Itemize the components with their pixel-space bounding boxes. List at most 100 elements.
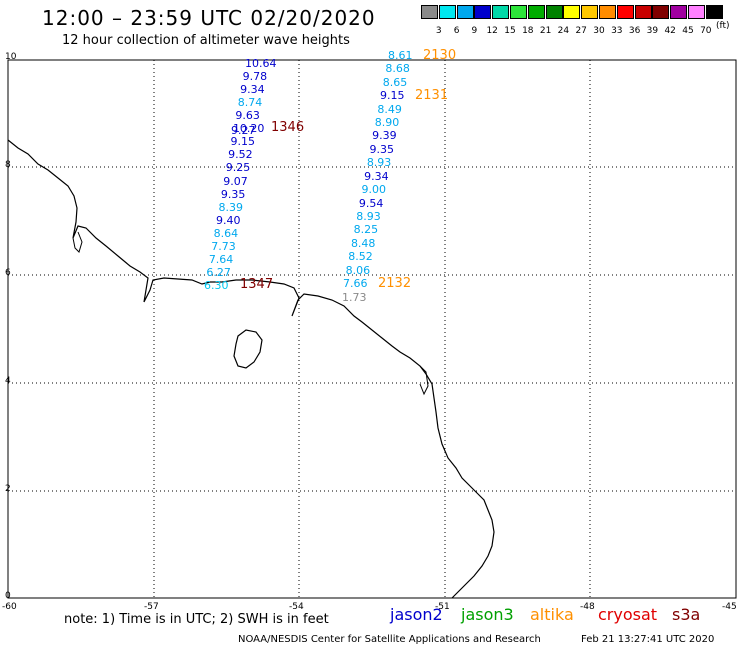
wave-height-value: 8.39	[218, 200, 243, 214]
legend-swatch	[510, 5, 527, 19]
legend-label: 18	[522, 26, 534, 36]
wave-height-value: 9.34	[364, 169, 389, 183]
legend-swatch	[563, 5, 581, 19]
footer-note: note: 1) Time is in UTC; 2) SWH is in fe…	[64, 612, 329, 627]
wave-height-value: 8.49	[377, 102, 402, 116]
legend-label: 70	[700, 26, 712, 36]
legend-label: 3	[435, 26, 442, 36]
grid-lines	[8, 60, 736, 598]
legend-swatch	[599, 5, 616, 19]
track-west-overlap-value: 9.27	[231, 124, 256, 137]
legend-label: 39	[646, 26, 659, 36]
legend-swatch	[456, 5, 474, 19]
legend-label: 21	[539, 26, 552, 36]
legend-label: 24	[557, 26, 570, 36]
mission-jason3: jason3	[461, 605, 514, 624]
wave-height-value: 7.64	[208, 252, 234, 266]
legend-label: 12	[486, 26, 498, 36]
wave-height-value: 6.30	[204, 279, 229, 292]
y-tick-2: 2	[5, 484, 11, 494]
y-tick-0: 0	[5, 591, 11, 601]
legend-swatch	[438, 5, 456, 19]
legend-label: 42	[664, 26, 676, 36]
wave-height-value: 9.39	[372, 129, 397, 143]
wave-height-value: 8.61	[388, 49, 413, 62]
wave-height-value: 8.64	[213, 226, 239, 240]
wave-height-value: 9.78	[242, 70, 268, 84]
x-tick-60: -60	[2, 602, 17, 612]
wave-height-value: 8.65	[382, 75, 408, 89]
x-tick-45: -45	[722, 602, 737, 612]
legend-swatch	[670, 5, 688, 19]
wave-height-value: 9.15	[380, 89, 405, 103]
wave-height-value: 8.06	[345, 263, 371, 277]
wave-height-value: 9.00	[361, 183, 387, 197]
legend-swatch	[474, 5, 492, 19]
wave-height-value: 9.15	[230, 135, 256, 149]
river-inlet	[72, 231, 83, 253]
legend-label: 45	[682, 26, 694, 36]
time-label-2130: 2130	[423, 48, 457, 63]
track-east-extra-value: 1.73	[342, 291, 367, 304]
legend-swatch	[688, 5, 705, 19]
legend-swatch	[616, 5, 634, 19]
wave-height-value: 7.66	[343, 277, 368, 290]
legend-swatch	[705, 5, 723, 19]
time-label-1346: 1346	[271, 120, 305, 135]
wave-height-value: 9.34	[240, 83, 265, 97]
legend-label: 33	[611, 26, 623, 36]
wave-height-value: 10.20	[232, 122, 265, 136]
legend-swatch	[421, 5, 438, 19]
mission-altika: altika	[530, 605, 574, 624]
wave-height-value: 9.35	[369, 142, 394, 156]
wave-height-value: 7.73	[211, 239, 236, 253]
wave-height-value: 8.68	[385, 62, 410, 76]
legend-label: 36	[628, 26, 641, 36]
legend-label: 30	[593, 26, 605, 36]
island	[233, 329, 263, 369]
wave-height-value: 6.27	[206, 265, 231, 279]
y-tick-8: 8	[5, 160, 11, 170]
legend-swatch	[581, 5, 599, 19]
legend-swatch	[634, 5, 652, 19]
legend-swatch	[527, 5, 545, 19]
wave-height-value: 8.93	[356, 209, 381, 223]
time-label-2131: 2131	[415, 88, 449, 103]
mission-s3a: s3a	[672, 605, 701, 624]
legend-label: 15	[504, 26, 516, 36]
time-label-1347: 1347	[240, 277, 274, 292]
x-tick-54: -54	[289, 602, 304, 612]
legend-label: 27	[575, 26, 587, 36]
y-tick-4: 4	[5, 376, 11, 386]
wave-height-value: 8.93	[366, 156, 392, 170]
legend-label: 9	[471, 26, 478, 36]
map-title: 12:00 – 23:59 UTC 02/20/2020	[42, 6, 376, 30]
wave-height-value: 9.25	[225, 161, 251, 175]
mission-cryosat: cryosat	[598, 605, 658, 624]
wave-height-value: 9.35	[220, 187, 246, 201]
wave-height-value: 8.90	[374, 116, 400, 130]
time-label-2132: 2132	[378, 276, 412, 291]
wave-height-value: 8.25	[353, 223, 379, 237]
x-tick-57: -57	[144, 602, 159, 612]
mission-jason2: jason2	[390, 605, 443, 624]
wave-height-value: 8.74	[237, 96, 263, 110]
wave-height-value: 9.54	[358, 196, 384, 210]
map-frame	[7, 59, 737, 599]
x-tick-51: -51	[435, 602, 450, 612]
y-tick-6: 6	[5, 268, 11, 278]
map-subtitle: 12 hour collection of altimeter wave hei…	[62, 33, 350, 48]
wave-height-value: 8.48	[350, 236, 376, 250]
footer-credit: NOAA/NESDIS Center for Satellite Applica…	[238, 634, 541, 645]
y-tick-10: 10	[5, 52, 17, 62]
legend-swatch	[545, 5, 563, 19]
legend-swatch	[652, 5, 670, 19]
legend-label: 6	[453, 26, 460, 36]
wave-height-value: 9.40	[216, 213, 241, 227]
legend-swatch	[492, 5, 510, 19]
wave-height-value: 9.07	[223, 174, 248, 188]
river-inlet-2	[419, 365, 429, 396]
wave-height-value: 8.52	[348, 250, 373, 264]
wave-height-value: 9.63	[235, 109, 260, 123]
